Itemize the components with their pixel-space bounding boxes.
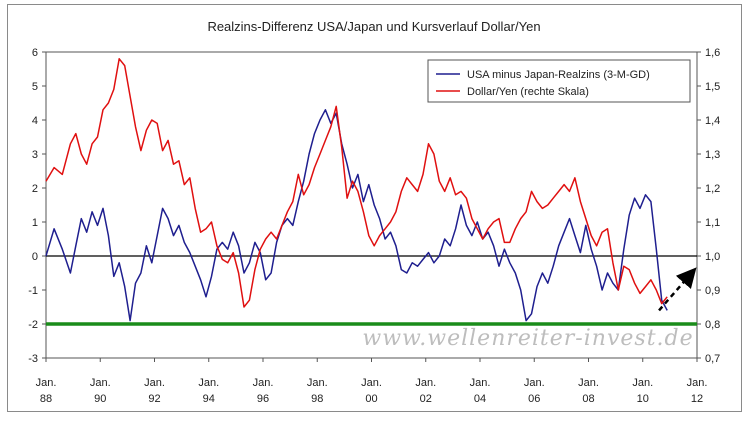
x-tick-label-top: Jan.	[361, 377, 382, 389]
x-tick-label-top: Jan.	[524, 377, 545, 389]
left-tick-label: 0	[32, 251, 38, 263]
x-tick-label-top: Jan.	[687, 377, 708, 389]
right-tick-label: 1,3	[705, 149, 720, 161]
x-tick-label-top: Jan.	[307, 377, 328, 389]
plot-area	[45, 51, 698, 359]
x-tick-label-top: Jan.	[198, 377, 219, 389]
x-tick-label-bottom: 98	[311, 393, 323, 405]
x-tick-label-bottom: 88	[40, 393, 52, 405]
x-tick-label-bottom: 06	[528, 393, 540, 405]
x-tick-label-top: Jan.	[144, 377, 165, 389]
x-tick-label-bottom: 92	[148, 393, 160, 405]
x-tick-label-bottom: 08	[582, 393, 594, 405]
right-tick-label: 1,0	[705, 251, 720, 263]
series-line-spread	[45, 109, 668, 322]
legend-label-usdjpy: Dollar/Yen (rechte Skala)	[467, 86, 589, 98]
x-tick-label-top: Jan.	[578, 377, 599, 389]
chart-frame: Realzins-Differenz USA/Japan und Kursver…	[7, 4, 742, 412]
left-tick-label: 5	[32, 81, 38, 93]
left-tick-label: 3	[32, 149, 38, 161]
x-tick-label-top: Jan.	[253, 377, 274, 389]
x-tick-label-bottom: 90	[94, 393, 106, 405]
right-tick-label: 1,2	[705, 183, 720, 195]
left-axis: 6 5 4 3 2 1 0 -1 -2 -3	[28, 47, 46, 365]
right-tick-label: 1,6	[705, 47, 720, 59]
legend-box	[427, 59, 691, 103]
chart-title: Realzins-Differenz USA/Japan und Kursver…	[207, 19, 540, 34]
x-tick-label-bottom: 04	[474, 393, 486, 405]
right-tick-label: 1,1	[705, 217, 720, 229]
x-tick-label-bottom: 02	[420, 393, 432, 405]
x-tick-label-bottom: 12	[691, 393, 703, 405]
watermark: www.wellenreiter-invest.de	[362, 326, 693, 351]
left-tick-label: 1	[32, 217, 38, 229]
right-tick-label: 1,5	[705, 81, 720, 93]
right-tick-label: 0,8	[705, 319, 720, 331]
left-tick-label: -3	[28, 353, 38, 365]
x-tick-label-top: Jan.	[415, 377, 436, 389]
series-line-usdjpy	[45, 58, 668, 308]
x-tick-label-top: Jan.	[632, 377, 653, 389]
right-tick-label: 0,9	[705, 285, 720, 297]
left-tick-label: -2	[28, 319, 38, 331]
right-tick-label: 0,7	[705, 353, 720, 365]
x-axis: Jan. 88 Jan. 90 Jan. 92 Jan. 94 Jan. 96 Jan. 98 Jan.…	[36, 358, 708, 405]
x-tick-label-top: Jan.	[470, 377, 491, 389]
legend-label-spread: USA minus Japan-Realzins (3-M-GD)	[467, 69, 650, 81]
x-tick-label-bottom: 00	[365, 393, 377, 405]
legend: USA minus Japan-Realzins (3-M-GD) Dollar…	[427, 59, 691, 103]
x-tick-label-top: Jan.	[36, 377, 57, 389]
left-tick-label: 4	[32, 115, 38, 127]
left-tick-label: 2	[32, 183, 38, 195]
left-tick-label: 6	[32, 47, 38, 59]
x-tick-label-bottom: 10	[637, 393, 649, 405]
left-tick-label: -1	[28, 285, 38, 297]
right-axis: 1,6 1,5 1,4 1,3 1,2 1,1 1,0 0,9 0,8 0,7	[697, 47, 720, 365]
x-tick-label-bottom: 94	[203, 393, 215, 405]
chart-svg: Realzins-Differenz USA/Japan und Kursver…	[28, 19, 720, 405]
x-tick-label-top: Jan.	[90, 377, 111, 389]
x-tick-label-bottom: 96	[257, 393, 269, 405]
series-group	[45, 58, 668, 322]
right-tick-label: 1,4	[705, 115, 720, 127]
